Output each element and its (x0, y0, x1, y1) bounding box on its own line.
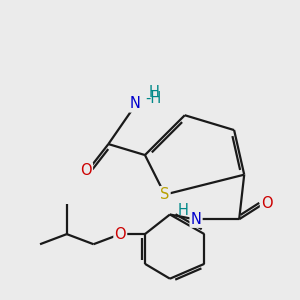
Text: N: N (190, 212, 202, 227)
Text: N: N (130, 96, 141, 111)
Text: H: H (149, 85, 160, 100)
Text: O: O (261, 196, 273, 211)
Text: H: H (178, 203, 189, 218)
Text: S: S (160, 187, 170, 202)
Text: O: O (115, 226, 126, 242)
Text: -H: -H (145, 92, 161, 106)
Text: O: O (80, 163, 92, 178)
